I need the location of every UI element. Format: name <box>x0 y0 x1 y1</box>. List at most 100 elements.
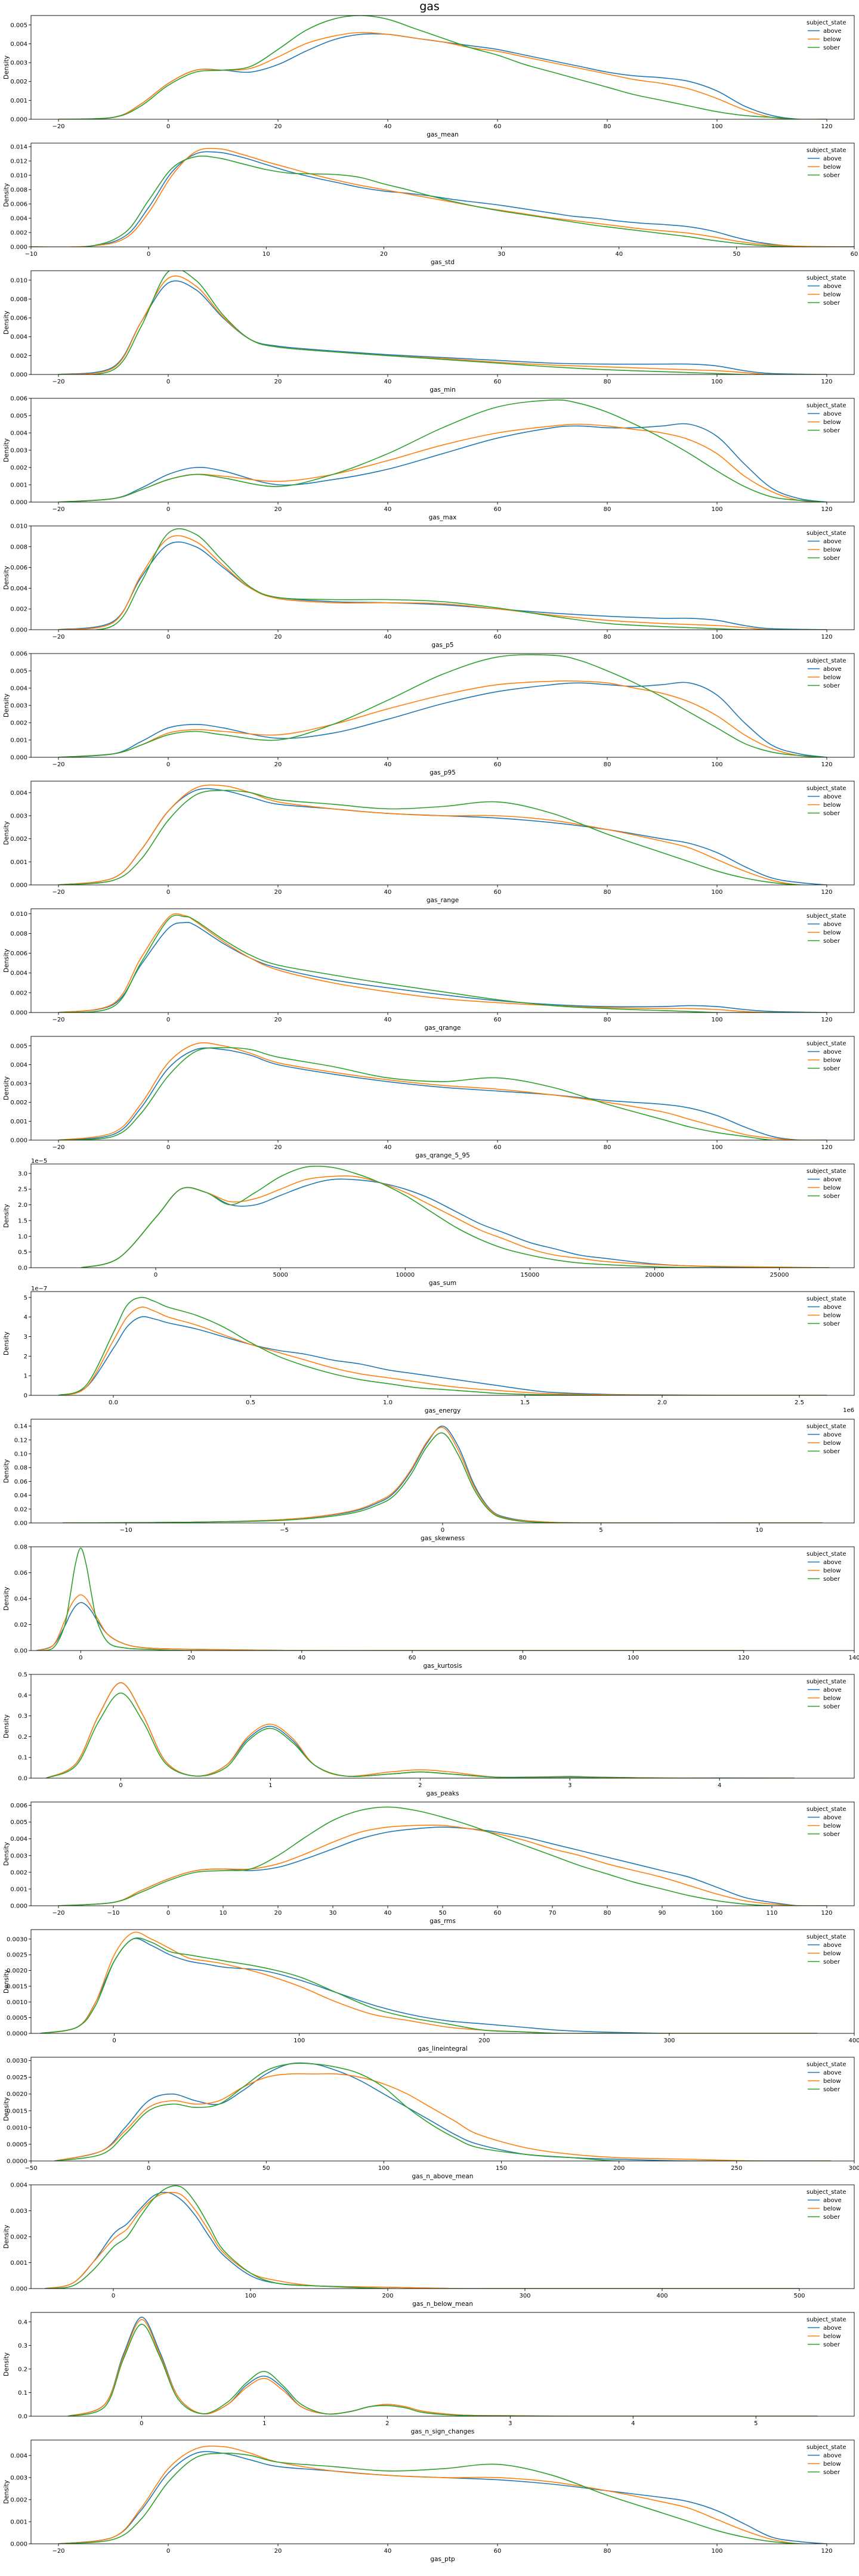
series-line-sober <box>36 1547 744 1651</box>
chart-panel-gas_kurtosis: 0 20 40 60 80 100 120 140 0.00 0.02 0.04 0.06 0.08 ga… <box>3 1544 859 1670</box>
x-tick-label: 120 <box>821 123 832 130</box>
y-tick-label: 0.006 <box>10 315 27 322</box>
x-tick-label: −50 <box>24 2165 37 2172</box>
legend-entry-below: below <box>823 2078 841 2085</box>
legend-title: subject_state <box>807 2189 846 2196</box>
legend-entry-above: above <box>823 2325 842 2332</box>
y-tick-label: 0.00 <box>14 1521 27 1527</box>
series-line-below <box>54 2073 831 2161</box>
y-axis-label: Density <box>3 55 10 79</box>
y-tick-label: 0.010 <box>10 911 27 918</box>
x-tick-label: 3 <box>508 2420 512 2427</box>
x-tick-label: 20 <box>274 379 282 385</box>
x-axis-label: gas_ptp <box>430 2556 455 2563</box>
y-tick-label: 2.5 <box>18 1187 27 1193</box>
legend-entry-above: above <box>823 666 842 673</box>
x-tick-label: 60 <box>494 889 502 896</box>
x-tick-label: 0 <box>166 1017 170 1023</box>
legend-entry-sober: sober <box>823 2342 841 2348</box>
y-axis-label: Density <box>3 566 10 590</box>
y-tick-label: 0.006 <box>10 202 27 208</box>
series-line-above <box>58 423 827 502</box>
y-tick-label: 0.0020 <box>7 2091 27 2098</box>
legend-title: subject_state <box>807 1423 846 1430</box>
x-tick-label: 20 <box>380 251 388 258</box>
x-tick-label: 120 <box>821 1144 832 1151</box>
series-line-sober <box>58 789 827 885</box>
x-tick-label: 100 <box>628 1655 639 1661</box>
x-axis-label: gas_rms <box>430 1918 456 1925</box>
legend-title: subject_state <box>807 275 846 281</box>
legend-entry-sober: sober <box>823 2214 841 2221</box>
x-tick-label: 0 <box>166 1910 170 1916</box>
y-tick-label: 0.1 <box>18 2390 27 2397</box>
y-tick-label: 0.003 <box>10 448 27 454</box>
x-tick-label: −20 <box>52 1144 64 1151</box>
x-tick-label: 80 <box>604 379 611 385</box>
legend-title: subject_state <box>807 1168 846 1175</box>
x-tick-label: 80 <box>604 889 611 896</box>
y-tick-label: 0.002 <box>10 465 27 472</box>
legend-entry-sober: sober <box>823 2469 841 2476</box>
x-tick-label: 0.0 <box>109 1400 118 1406</box>
y-tick-label: 2.0 <box>18 1202 27 1209</box>
y-tick-label: 0.004 <box>10 686 27 692</box>
y-tick-label: 0.0 <box>18 2414 27 2420</box>
y-tick-label: 0.0030 <box>7 2058 27 2064</box>
series-line-sober <box>58 1296 827 1395</box>
legend-entry-above: above <box>823 28 842 35</box>
y-axis-label: Density <box>3 1076 10 1100</box>
x-tick-label: 0 <box>166 123 170 130</box>
x-offset-text: 1e6 <box>843 1407 854 1414</box>
x-tick-label: 3 <box>568 1782 571 1789</box>
x-tick-label: 2.0 <box>657 1400 667 1406</box>
x-tick-label: 120 <box>738 1655 749 1661</box>
series-line-above <box>54 2062 831 2161</box>
y-axis-label: Density <box>3 311 10 335</box>
x-tick-label: 60 <box>494 761 502 768</box>
x-tick-label: 20 <box>274 123 282 130</box>
x-tick-label: 1 <box>262 2420 266 2427</box>
plot-frame <box>30 398 855 503</box>
legend-title: subject_state <box>807 2061 846 2068</box>
x-tick-label: 0 <box>79 1655 82 1661</box>
y-offset-text: 1e−7 <box>31 1286 47 1292</box>
x-tick-label: 0 <box>166 1144 170 1151</box>
x-tick-label: 100 <box>711 761 722 768</box>
y-tick-label: 0.2 <box>18 2366 27 2373</box>
x-tick-label: 1 <box>268 1782 272 1789</box>
x-tick-label: 25000 <box>770 1272 789 1278</box>
legend-entry-below: below <box>823 802 841 809</box>
x-tick-label: 10 <box>755 1527 763 1534</box>
x-tick-label: 40 <box>384 761 392 768</box>
y-tick-label: 0.000 <box>10 627 27 634</box>
x-tick-label: 80 <box>604 761 611 768</box>
x-tick-label: 100 <box>711 123 722 130</box>
series-line-sober <box>40 1937 817 2033</box>
y-tick-label: 0.000 <box>10 755 27 761</box>
legend-entry-above: above <box>823 1176 842 1183</box>
x-axis-label: gas_range <box>427 897 459 904</box>
x-axis-label: gas_min <box>430 386 456 394</box>
x-tick-label: 60 <box>494 379 502 385</box>
x-tick-label: 400 <box>656 2293 668 2299</box>
legend-entry-sober: sober <box>823 1321 841 1327</box>
legend-entry-sober: sober <box>823 1576 841 1583</box>
series-line-below <box>58 680 827 757</box>
x-tick-label: 2 <box>418 1782 422 1789</box>
series-line-sober <box>58 271 827 374</box>
plot-frame <box>30 653 855 758</box>
x-tick-label: 300 <box>848 2165 859 2172</box>
y-axis-label: Density <box>3 1459 10 1483</box>
y-tick-label: 0.003 <box>10 2208 27 2215</box>
y-tick-label: 0.08 <box>14 1544 27 1551</box>
x-tick-label: 110 <box>766 1910 777 1916</box>
chart-panel-gas_n_sign_changes: 0 1 2 3 4 5 0.0 0.1 0.2 0.3 0.4 gas_n_sign_changes D… <box>3 2312 855 2435</box>
y-tick-label: 1.5 <box>18 1218 27 1224</box>
x-tick-label: 400 <box>848 2038 859 2044</box>
